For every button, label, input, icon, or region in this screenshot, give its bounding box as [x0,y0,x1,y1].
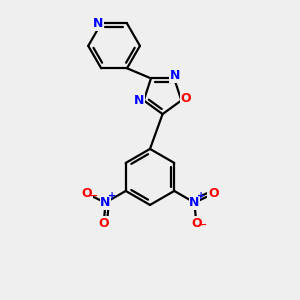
Text: N: N [93,17,104,30]
Text: +: + [197,191,205,201]
Text: N: N [100,196,111,209]
Text: O: O [98,217,109,230]
Text: N: N [134,94,145,107]
Text: +: + [108,191,116,201]
Text: O: O [180,92,191,105]
Text: −: − [88,190,98,201]
Text: N: N [189,196,200,209]
Text: O: O [208,187,219,200]
Text: O: O [81,187,92,200]
Text: −: − [198,220,207,230]
Text: O: O [191,217,202,230]
Text: N: N [170,69,180,82]
